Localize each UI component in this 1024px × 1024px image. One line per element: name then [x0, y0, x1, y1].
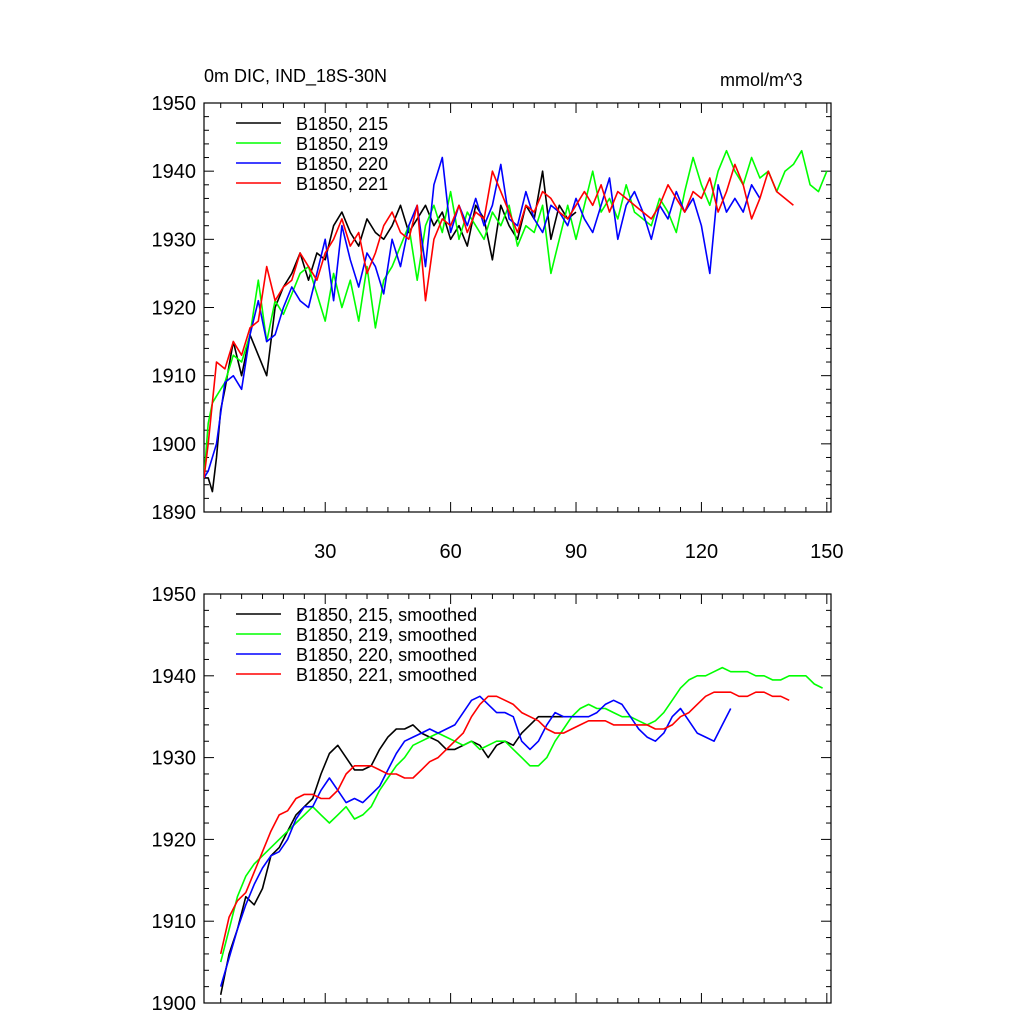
top-series-line-0 — [204, 170, 577, 493]
top-ytick-label: 1950 — [152, 93, 197, 115]
bottom-series-line-3 — [219, 691, 790, 955]
bottom-plot-frame — [203, 593, 832, 1004]
bottom-ytick-label: 1930 — [152, 748, 197, 770]
top-legend-label: B1850, 215 — [296, 114, 388, 134]
top-series-line-2 — [204, 156, 761, 479]
bottom-ytick-label: 1940 — [152, 666, 197, 688]
top-ytick-label: 1930 — [152, 229, 197, 251]
top-series-line-3 — [204, 163, 794, 478]
units-label: mmol/m^3 — [720, 70, 803, 90]
bottom-ytick-label: 1920 — [152, 829, 197, 851]
bottom-ytick-label: 1910 — [152, 911, 197, 933]
top-ytick-label: 1910 — [152, 366, 197, 388]
top-ytick-label: 1900 — [152, 434, 197, 456]
top-ytick-label: 1890 — [152, 502, 197, 524]
bottom-ytick-label: 1900 — [152, 993, 197, 1015]
bottom-legend-label: B1850, 215, smoothed — [296, 605, 477, 625]
top-ytick-label: 1920 — [152, 298, 197, 320]
top-xtick-label: 150 — [810, 541, 843, 563]
top-legend-label: B1850, 219 — [296, 134, 388, 154]
bottom-ytick-label: 1950 — [152, 584, 197, 606]
top-legend-label: B1850, 220 — [296, 154, 388, 174]
top-ytick-label: 1940 — [152, 161, 197, 183]
top-xtick-label: 60 — [439, 541, 461, 563]
top-series-line-1 — [204, 149, 828, 478]
top-xtick-label: 120 — [685, 541, 718, 563]
bottom-series-line-1 — [219, 666, 823, 963]
plot-title: 0m DIC, IND_18S-30N — [204, 66, 388, 86]
bottom-legend-label: B1850, 220, smoothed — [296, 645, 477, 665]
bottom-legend-label: B1850, 221, smoothed — [296, 665, 477, 685]
bottom-legend-label: B1850, 219, smoothed — [296, 625, 477, 645]
bottom-series-line-2 — [219, 695, 732, 987]
top-xtick-label: 30 — [314, 541, 336, 563]
top-xtick-label: 90 — [565, 541, 587, 563]
top-legend-label: B1850, 221 — [296, 174, 388, 194]
